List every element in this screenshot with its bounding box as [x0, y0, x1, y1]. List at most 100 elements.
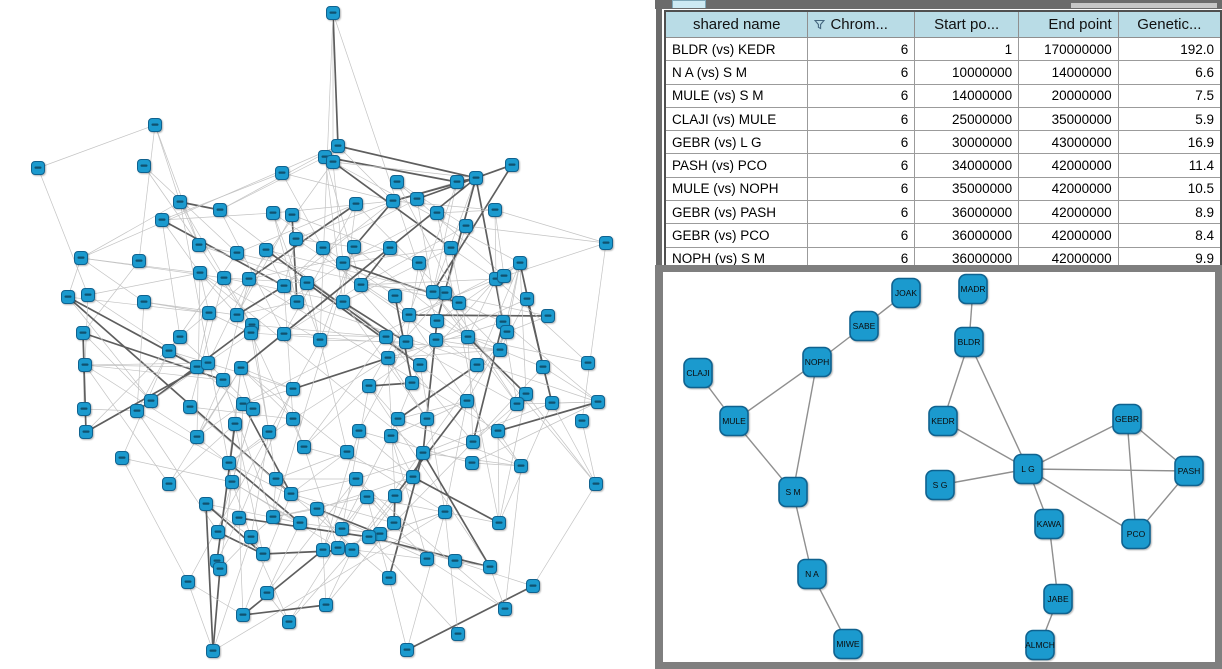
network-node[interactable] [217, 271, 231, 285]
network-node[interactable] [275, 166, 289, 180]
network-node[interactable] [199, 497, 213, 511]
network-node[interactable] [81, 288, 95, 302]
network-node-mule[interactable]: MULE [719, 405, 749, 437]
network-node-miwe[interactable]: MIWE [833, 628, 863, 660]
network-node[interactable] [216, 373, 230, 387]
network-node-bldr[interactable]: BLDR [954, 326, 984, 358]
network-node[interactable] [589, 477, 603, 491]
network-node-pash[interactable]: PASH [1174, 455, 1204, 487]
network-node-s-g[interactable]: S G [925, 469, 955, 501]
network-node[interactable] [79, 425, 93, 439]
network-node[interactable] [132, 254, 146, 268]
network-node-kawa[interactable]: KAWA [1034, 508, 1064, 540]
network-node[interactable] [266, 510, 280, 524]
network-node[interactable] [282, 615, 296, 629]
network-node[interactable] [289, 232, 303, 246]
main-network-view[interactable] [0, 0, 652, 669]
network-node[interactable] [76, 326, 90, 340]
network-node[interactable] [491, 424, 505, 438]
network-node[interactable] [388, 289, 402, 303]
network-node[interactable] [181, 575, 195, 589]
network-node[interactable] [230, 246, 244, 260]
network-node[interactable] [465, 456, 479, 470]
network-node-s-m[interactable]: S M [778, 476, 808, 508]
network-node[interactable] [316, 543, 330, 557]
table-row[interactable]: BLDR (vs) KEDR 6 1 170000000 192.0 [664, 36, 1222, 62]
network-node-noph[interactable]: NOPH [802, 346, 832, 378]
network-node[interactable] [326, 6, 340, 20]
network-node[interactable] [326, 155, 340, 169]
network-node[interactable] [444, 241, 458, 255]
network-node[interactable] [390, 175, 404, 189]
network-node[interactable] [492, 516, 506, 530]
network-node[interactable] [244, 530, 258, 544]
network-node[interactable] [591, 395, 605, 409]
network-node[interactable] [340, 445, 354, 459]
network-node[interactable] [259, 243, 273, 257]
network-node[interactable] [354, 278, 368, 292]
network-node[interactable] [345, 543, 359, 557]
network-node[interactable] [349, 197, 363, 211]
network-node[interactable] [498, 602, 512, 616]
network-node[interactable] [297, 440, 311, 454]
network-node[interactable] [148, 118, 162, 132]
network-node-joak[interactable]: JOAK [891, 277, 921, 309]
column-header-shared-name[interactable]: shared name [664, 10, 809, 38]
network-node[interactable] [242, 272, 256, 286]
network-node-pco[interactable]: PCO [1121, 518, 1151, 550]
network-node[interactable] [269, 472, 283, 486]
network-node[interactable] [155, 213, 169, 227]
table-row[interactable]: MULE (vs) NOPH 6 35000000 42000000 10.5 [664, 176, 1222, 202]
network-node[interactable] [300, 276, 314, 290]
network-node-claji[interactable]: CLAJI [683, 357, 713, 389]
network-node[interactable] [293, 516, 307, 530]
network-node[interactable] [183, 400, 197, 414]
network-node[interactable] [513, 256, 527, 270]
network-node[interactable] [193, 266, 207, 280]
network-node[interactable] [430, 206, 444, 220]
network-node[interactable] [382, 571, 396, 585]
network-node[interactable] [387, 516, 401, 530]
network-node[interactable] [430, 314, 444, 328]
network-node[interactable] [173, 195, 187, 209]
network-node[interactable] [244, 326, 258, 340]
network-node[interactable] [438, 286, 452, 300]
network-node[interactable] [162, 477, 176, 491]
network-node[interactable] [405, 376, 419, 390]
network-node[interactable] [213, 562, 227, 576]
network-node[interactable] [201, 356, 215, 370]
network-node[interactable] [493, 343, 507, 357]
network-node[interactable] [115, 451, 129, 465]
network-node[interactable] [505, 158, 519, 172]
network-node[interactable] [460, 394, 474, 408]
network-node[interactable] [386, 194, 400, 208]
table-row[interactable]: MULE (vs) S M 6 14000000 20000000 7.5 [664, 83, 1222, 108]
filter-funnel-icon[interactable] [814, 19, 826, 30]
network-node[interactable] [290, 295, 304, 309]
network-node-kedr[interactable]: KEDR [928, 405, 958, 437]
network-node[interactable] [336, 256, 350, 270]
network-node[interactable] [379, 330, 393, 344]
network-node[interactable] [211, 525, 225, 539]
network-node[interactable] [466, 435, 480, 449]
network-node[interactable] [402, 308, 416, 322]
network-node[interactable] [406, 470, 420, 484]
table-row[interactable]: PASH (vs) PCO 6 34000000 42000000 11.4 [664, 153, 1222, 178]
network-node[interactable] [362, 379, 376, 393]
table-row[interactable]: GEBR (vs) PCO 6 36000000 42000000 8.4 [664, 223, 1222, 248]
table-row[interactable]: GEBR (vs) PASH 6 36000000 42000000 8.9 [664, 200, 1222, 225]
network-node[interactable] [448, 554, 462, 568]
network-node[interactable] [400, 643, 414, 657]
network-node[interactable] [234, 361, 248, 375]
network-node[interactable] [228, 417, 242, 431]
network-node[interactable] [262, 425, 276, 439]
network-node[interactable] [31, 161, 45, 175]
network-node[interactable] [412, 256, 426, 270]
network-node[interactable] [190, 430, 204, 444]
column-header-chromosome[interactable]: Chrom... [807, 10, 916, 38]
network-node[interactable] [497, 269, 511, 283]
network-node[interactable] [360, 490, 374, 504]
table-row[interactable]: CLAJI (vs) MULE 6 25000000 35000000 5.9 [664, 106, 1222, 132]
network-node[interactable] [232, 511, 246, 525]
network-node[interactable] [520, 292, 534, 306]
